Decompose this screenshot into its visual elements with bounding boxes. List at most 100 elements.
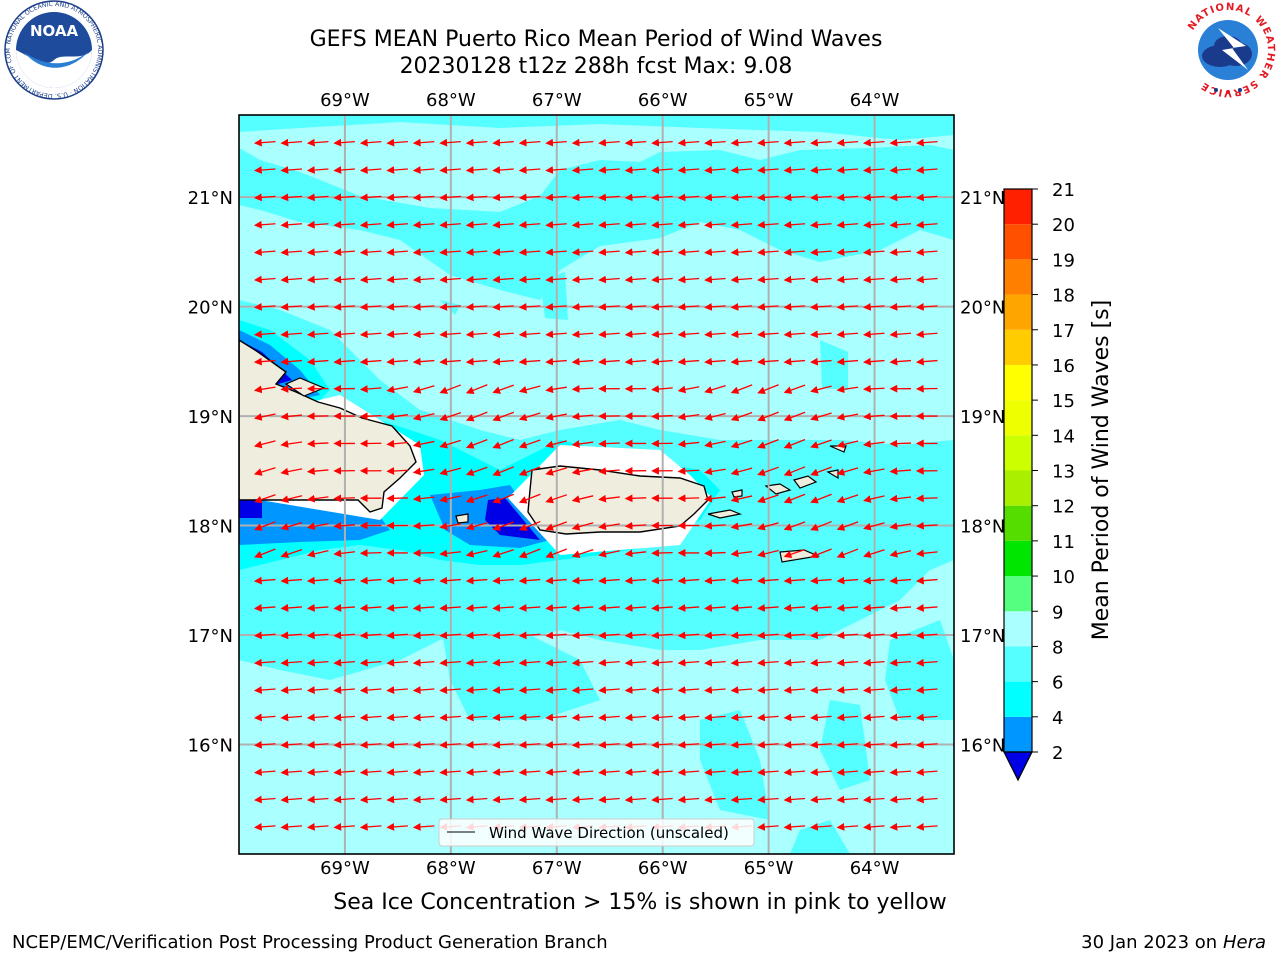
wind-wave-arrow bbox=[518, 604, 541, 612]
wind-wave-arrow bbox=[333, 713, 355, 722]
wind-wave-arrow bbox=[439, 604, 461, 612]
wind-wave-arrow bbox=[730, 248, 753, 257]
wind-wave-arrow bbox=[624, 521, 647, 530]
wind-wave-arrow bbox=[836, 248, 859, 257]
wind-wave-arrow bbox=[386, 302, 408, 311]
wind-wave-arrow bbox=[677, 166, 700, 174]
colorbar-tick-label: 11 bbox=[1052, 532, 1075, 553]
x-tick-label-top: 66°W bbox=[638, 90, 688, 111]
x-tick-label-bottom: 69°W bbox=[320, 858, 370, 879]
wind-wave-arrow bbox=[889, 220, 912, 229]
wind-wave-arrow bbox=[889, 467, 912, 475]
wind-wave-arrow bbox=[333, 248, 355, 257]
wind-wave-arrow bbox=[253, 740, 276, 749]
wind-wave-arrow bbox=[306, 166, 329, 174]
wind-wave-arrow bbox=[810, 740, 832, 749]
wind-wave-arrow bbox=[306, 220, 329, 229]
wind-wave-arrow bbox=[412, 220, 435, 229]
wind-wave-arrow bbox=[253, 823, 276, 831]
wind-wave-arrow bbox=[836, 768, 859, 777]
wind-wave-arrow bbox=[359, 166, 382, 174]
wind-wave-arrow bbox=[465, 658, 488, 667]
wind-wave-arrow bbox=[306, 686, 329, 694]
wind-wave-arrow bbox=[677, 740, 700, 749]
wind-wave-arrow bbox=[730, 768, 753, 777]
wind-wave-arrow bbox=[783, 768, 806, 777]
wind-wave-arrow bbox=[677, 248, 700, 257]
wind-wave-arrow bbox=[545, 686, 567, 694]
wind-wave-arrow bbox=[677, 412, 700, 421]
wind-wave-arrow bbox=[915, 795, 938, 804]
wind-wave-arrow bbox=[704, 385, 726, 394]
wind-wave-arrow bbox=[253, 604, 276, 612]
wind-wave-arrow bbox=[915, 549, 938, 558]
wind-wave-arrow bbox=[465, 166, 488, 174]
wind-wave-arrow bbox=[306, 467, 329, 476]
wind-wave-arrow bbox=[836, 357, 859, 366]
wind-wave-arrow bbox=[412, 302, 435, 311]
wind-wave-arrow bbox=[571, 166, 594, 174]
wind-wave-arrow bbox=[492, 220, 514, 229]
wind-wave-arrow bbox=[915, 138, 938, 147]
x-tick-label-bottom: 65°W bbox=[744, 858, 794, 879]
wind-wave-arrow bbox=[386, 248, 408, 257]
wind-wave-arrow bbox=[333, 330, 355, 339]
wind-wave-arrow bbox=[545, 576, 567, 585]
wind-wave-arrow bbox=[704, 440, 726, 449]
wind-wave-arrow bbox=[253, 330, 276, 339]
wind-wave-arrow bbox=[836, 193, 859, 202]
wind-wave-arrow bbox=[280, 795, 303, 804]
wind-wave-arrow bbox=[492, 768, 514, 777]
wind-wave-arrow bbox=[677, 576, 700, 585]
wind-wave-arrow bbox=[704, 494, 726, 503]
wind-wave-arrow bbox=[836, 548, 859, 559]
wind-wave-arrow bbox=[439, 713, 461, 722]
colorbar-tick-label: 8 bbox=[1052, 637, 1063, 658]
wind-wave-arrow bbox=[704, 166, 726, 174]
wind-wave-arrow bbox=[862, 795, 885, 804]
wind-wave-arrow bbox=[704, 658, 726, 667]
wind-wave-arrow bbox=[545, 740, 567, 749]
wind-wave-arrow bbox=[757, 740, 779, 749]
wind-wave-arrow bbox=[783, 166, 806, 174]
wind-wave-arrow bbox=[571, 795, 594, 804]
wind-wave-arrow bbox=[412, 330, 435, 339]
wind-wave-arrow bbox=[783, 466, 806, 477]
wind-wave-arrow bbox=[651, 768, 673, 777]
wind-wave-arrow bbox=[810, 466, 832, 477]
wind-wave-arrow bbox=[651, 576, 673, 585]
wind-wave-arrow bbox=[253, 248, 276, 257]
wind-wave-arrow bbox=[810, 493, 832, 504]
wind-wave-arrow bbox=[333, 740, 355, 749]
wind-wave-arrow bbox=[677, 439, 700, 448]
wind-wave-arrow bbox=[386, 357, 408, 366]
wind-wave-arrow bbox=[465, 439, 488, 449]
wind-wave-arrow bbox=[386, 330, 408, 339]
colorbar-tick-label: 15 bbox=[1052, 391, 1075, 412]
wind-wave-arrow bbox=[412, 631, 435, 640]
wind-wave-arrow bbox=[439, 220, 461, 229]
wind-wave-arrow bbox=[624, 604, 647, 612]
wind-wave-arrow bbox=[412, 549, 435, 557]
wind-wave-arrow bbox=[704, 768, 726, 777]
colorbar-segment bbox=[1004, 505, 1032, 541]
wind-wave-arrow bbox=[836, 330, 859, 339]
wind-wave-arrow bbox=[280, 330, 303, 339]
wind-wave-arrow bbox=[757, 604, 779, 612]
wind-wave-arrow bbox=[889, 166, 912, 174]
wind-wave-arrow bbox=[757, 494, 779, 504]
wind-wave-arrow bbox=[810, 412, 832, 422]
wind-wave-arrow bbox=[571, 686, 594, 694]
wind-wave-arrow bbox=[810, 220, 832, 229]
wind-wave-arrow bbox=[386, 275, 408, 284]
wind-wave-arrow bbox=[757, 193, 779, 202]
wind-wave-arrow bbox=[704, 576, 726, 585]
wind-wave-arrow bbox=[571, 138, 594, 147]
wind-wave-arrow bbox=[757, 438, 779, 449]
wind-wave-arrow bbox=[280, 713, 303, 722]
wind-wave-arrow bbox=[253, 166, 276, 174]
wind-wave-arrow bbox=[412, 357, 435, 366]
wind-wave-arrow bbox=[889, 576, 912, 585]
wind-wave-arrow bbox=[651, 740, 673, 749]
